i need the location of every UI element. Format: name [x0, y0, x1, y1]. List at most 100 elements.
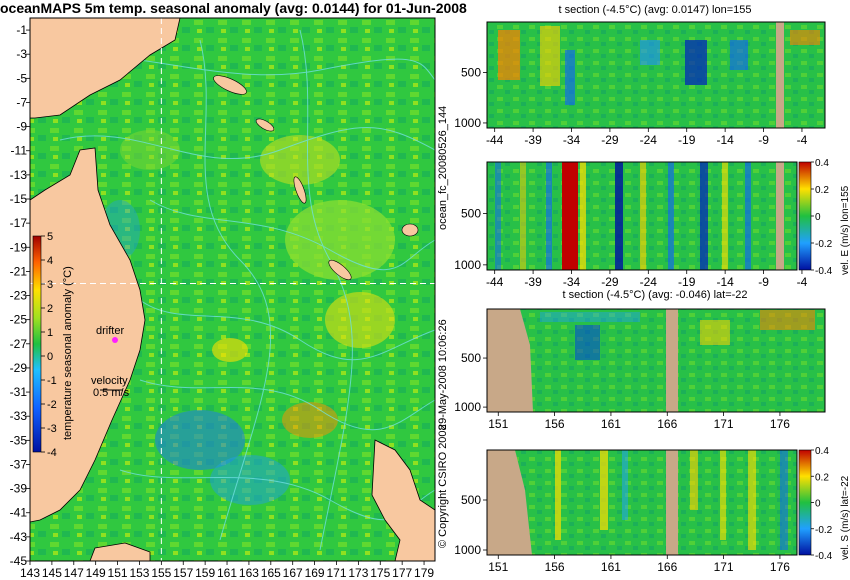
map-y-tick-label: -29	[10, 361, 28, 375]
map-x-tick-label: 177	[392, 566, 412, 580]
u-colorbar-label: vel. E (m/s) lon=155	[840, 185, 850, 275]
map-y-tick-label: -35	[10, 433, 28, 447]
map-x-tick-label: 151	[108, 566, 128, 580]
section-x-tick-label: -39	[524, 275, 542, 289]
map-colorbar-tick-label: 2	[47, 303, 53, 315]
u-section-lon-features	[495, 162, 784, 270]
v-colorbar-label: vel. S (m/s) lat=-22	[840, 475, 850, 560]
copyright: © Copyright CSIRO 2008	[437, 424, 449, 548]
land-islands	[213, 75, 419, 281]
colorbar-tick-label: -0.4	[815, 266, 833, 277]
map-x-ticks: 143 145 147 149 151 153 155 157 159 161 163 165 167 1…	[20, 561, 434, 580]
colorbar-tick-label: -0.4	[815, 551, 833, 562]
map-x-tick-label: 145	[42, 566, 62, 580]
map-y-tick-label: -41	[10, 506, 28, 520]
t-section-lat-frame	[486, 308, 826, 413]
section-x-tick-label: 166	[657, 560, 677, 574]
u-section-lon-frame	[486, 161, 798, 271]
section-y-tick-label: 1000	[454, 400, 481, 414]
section-x-tick-label: 161	[601, 560, 621, 574]
map-y-tick-label: -19	[10, 240, 28, 254]
section-x-tick-label: -24	[640, 133, 658, 147]
section-y-tick-label: 500	[461, 206, 481, 220]
t-section-lon-frame	[486, 21, 826, 129]
map-y-tick-label: -9	[16, 120, 27, 134]
map-y-tick-label: -31	[10, 385, 28, 399]
section-x-tick-label: -29	[601, 133, 619, 147]
map-x-tick-label: 173	[348, 566, 368, 580]
section-x-tick-label: 156	[545, 417, 565, 431]
t-section-lat-y-ticks: 500 1000	[454, 351, 487, 414]
forecast-id: ocean_fc_20080526_144	[437, 106, 449, 230]
land-tasmania	[89, 542, 151, 562]
map-colorbar-tick-label: -3	[47, 423, 57, 435]
u-colorbar-ticks: 0.4 0.2 0 -0.2 -0.4	[811, 158, 833, 277]
section-y-tick-label: 1000	[454, 116, 481, 130]
map-x-tick-label: 159	[195, 566, 215, 580]
colorbar-tick-label: 0.2	[815, 185, 829, 196]
map-y-tick-label: -37	[10, 457, 28, 471]
colorbar-tick-label: 0.4	[815, 446, 829, 457]
map-panel: 143 145 147 149 151 153 155 157 159 161 163 165 167 1…	[10, 17, 436, 580]
colorbar-tick-label: 0.4	[815, 158, 829, 169]
t-section-lat-features	[487, 309, 815, 412]
map-y-tick-label: -25	[10, 313, 28, 327]
section-x-tick-label: 166	[657, 417, 677, 431]
map-colorbar-tick-label: -4	[47, 447, 57, 459]
map-x-tick-label: 171	[326, 566, 346, 580]
map-colorbar-ticks: 5 4 3 2 1 0 -1 -2 -3 -4	[41, 231, 57, 459]
section-x-tick-label: 151	[488, 560, 508, 574]
section-y-tick-label: 1000	[454, 543, 481, 557]
section-x-tick-label: -29	[601, 275, 619, 289]
map-y-tick-label: -43	[10, 530, 28, 544]
section-x-tick-label: -19	[678, 275, 696, 289]
map-y-tick-label: -45	[10, 554, 28, 568]
map-x-tick-label: 167	[283, 566, 303, 580]
map-x-tick-label: 169	[305, 566, 325, 580]
section-x-tick-label: -39	[524, 133, 542, 147]
t-section-lon-field	[487, 22, 825, 128]
map-colorbar-tick-label: 0	[47, 351, 53, 363]
section-x-tick-label: 171	[714, 560, 734, 574]
run-date: 29-May-2008 10:06:26	[437, 319, 449, 430]
section-y-tick-label: 500	[461, 65, 481, 79]
land-new-guinea	[29, 17, 181, 119]
section-x-tick-label: -44	[486, 275, 504, 289]
map-y-tick-label: -7	[16, 95, 27, 109]
v-colorbar-ticks: 0.4 0.2 0 -0.2 -0.4	[811, 446, 833, 562]
section-x-tick-label: -4	[797, 275, 808, 289]
map-y-tick-label: -27	[10, 337, 28, 351]
t-section-lon-x-ticks: -44 -39 -34 -29 -24 -19 -14 -9 -4	[486, 128, 808, 147]
map-y-tick-label: -11	[11, 144, 28, 158]
t-section-lon-title: t section (-4.5°C) (avg: 0.0147) lon=155	[558, 4, 751, 16]
section-y-tick-label: 1000	[454, 258, 481, 272]
velocity-scale-label: 0.5 m/s	[93, 387, 130, 399]
v-section-lat-features	[487, 450, 788, 555]
u-colorbar	[798, 161, 812, 271]
section-x-tick-label: 151	[488, 417, 508, 431]
map-x-tick-label: 147	[64, 566, 84, 580]
map-x-tick-label: 161	[217, 566, 237, 580]
map-colorbar-tick-label: -1	[47, 375, 57, 387]
map-y-tick-label: -1	[16, 23, 27, 37]
colorbar-tick-label: -0.2	[815, 525, 833, 536]
section-x-tick-label: 176	[770, 560, 790, 574]
map-y-tick-label: -5	[16, 71, 27, 85]
section-panels: t section (-4.5°C) (avg: 0.0147) lon=155…	[454, 4, 850, 574]
map-y-tick-label: -13	[10, 168, 28, 182]
section-x-tick-label: 176	[770, 417, 790, 431]
map-x-tick-label: 143	[20, 566, 40, 580]
map-colorbar-tick-label: 1	[47, 327, 53, 339]
map-y-tick-label: -23	[10, 289, 28, 303]
drifter-label: drifter	[96, 325, 124, 337]
t-section-lon-y-ticks: 500 1000	[454, 65, 487, 130]
section-y-tick-label: 500	[461, 351, 481, 365]
map-colorbar-tick-label: -2	[47, 399, 57, 411]
section-y-tick-label: 500	[461, 493, 481, 507]
section-x-tick-label: -19	[678, 133, 696, 147]
map-y-tick-label: -15	[10, 192, 28, 206]
v-section-lat-frame	[486, 449, 798, 556]
section-x-tick-label: 161	[601, 417, 621, 431]
section-x-tick-label: -34	[563, 133, 581, 147]
